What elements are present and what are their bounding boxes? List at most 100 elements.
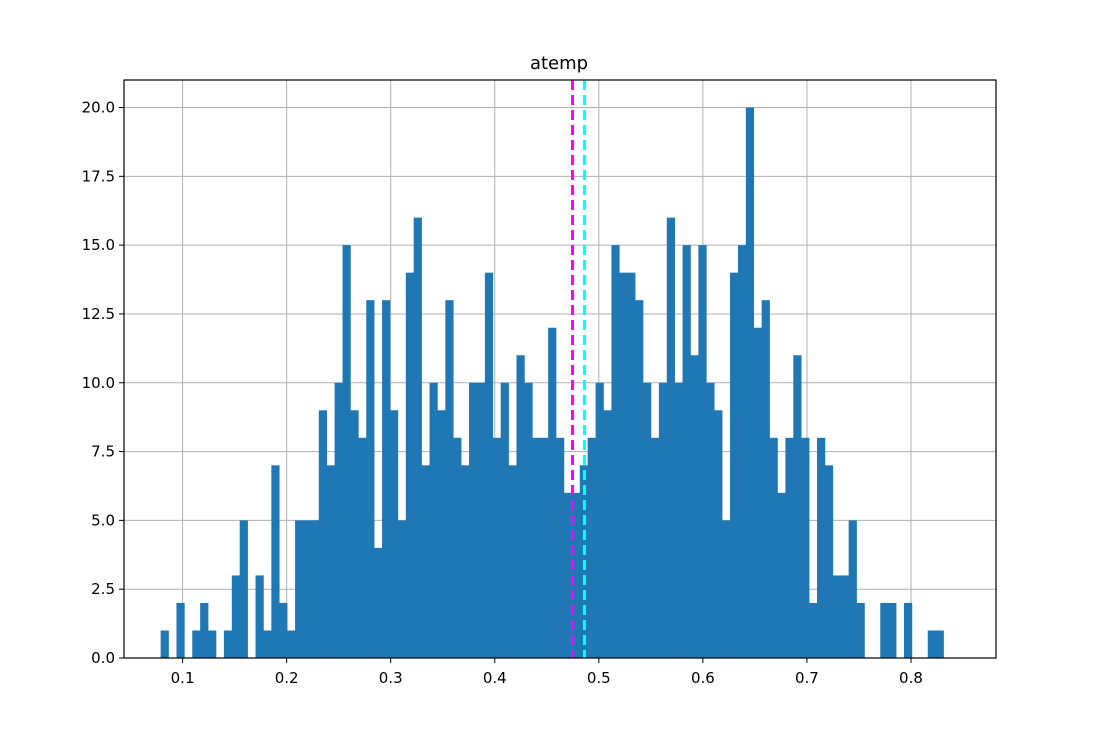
histogram-bar (405, 272, 414, 658)
histogram-bar (208, 630, 217, 658)
histogram-bar (492, 437, 501, 658)
histogram-bar (469, 382, 478, 658)
histogram-bar (334, 382, 343, 658)
histogram-bar (476, 382, 486, 658)
histogram-bar (532, 437, 541, 658)
histogram-bar (698, 245, 707, 658)
histogram-bar (295, 520, 304, 658)
histogram-bar (880, 602, 889, 658)
y-tick-label: 17.5 (82, 167, 115, 185)
histogram-bar (856, 602, 865, 658)
y-tick-label: 10.0 (82, 374, 115, 392)
histogram-bar (666, 217, 675, 658)
histogram-bar (737, 245, 747, 658)
histogram-bar (935, 630, 944, 658)
histogram-bar (524, 382, 533, 658)
histogram-bar (192, 630, 201, 658)
histogram-bar (279, 602, 288, 658)
x-tick-label: 0.4 (483, 669, 507, 687)
histogram-bar (358, 437, 367, 658)
x-tick-label: 0.7 (795, 669, 819, 687)
histogram-bar (643, 382, 652, 658)
histogram-bar (445, 300, 454, 658)
y-tick-label: 7.5 (91, 443, 115, 461)
histogram-bar (287, 630, 296, 658)
histogram-bar (176, 602, 185, 658)
histogram-bar (263, 630, 272, 658)
histogram-bar (318, 410, 328, 658)
histogram-bar (413, 217, 422, 658)
y-tick-label: 5.0 (91, 511, 115, 529)
histogram-bar (302, 520, 312, 658)
histogram-bar (540, 437, 549, 658)
chart-title: atemp (530, 53, 588, 74)
histogram-bar (674, 382, 683, 658)
histogram-bar (824, 465, 834, 658)
histogram-bar (904, 602, 913, 658)
histogram-bar (603, 410, 612, 658)
histogram-bar (571, 492, 581, 658)
histogram-bar (801, 437, 810, 658)
y-tick-label: 12.5 (82, 305, 115, 323)
histogram-bar (745, 107, 755, 659)
histogram-bar (160, 630, 169, 658)
x-tick-label: 0.1 (171, 669, 195, 687)
histogram-bar (223, 630, 233, 658)
histogram-bar (200, 602, 209, 658)
histogram-bar (350, 410, 359, 658)
histogram-bar (461, 465, 470, 658)
plot-frame (123, 79, 997, 659)
histogram-bar (761, 300, 770, 658)
x-tick-label: 0.6 (691, 669, 715, 687)
histogram-bar (421, 465, 430, 658)
histogram-bar (366, 300, 375, 658)
histogram-bar (650, 437, 660, 658)
histogram-bar (508, 465, 517, 658)
histogram-bar (690, 355, 699, 658)
histogram-bar (484, 272, 494, 658)
histogram-bar (587, 437, 596, 658)
histogram-bar (832, 575, 842, 658)
histogram-bar (397, 520, 407, 658)
histogram-bar (271, 465, 280, 658)
histogram-bar (793, 355, 802, 658)
histogram-bar (563, 492, 573, 658)
histogram-bar (500, 382, 509, 658)
histogram-bar (429, 382, 438, 658)
histogram-bar (595, 382, 604, 658)
histogram-bar (722, 520, 731, 658)
x-axis: 0.1 0.2 0.3 0.4 0.5 0.6 0.7 0.8 (171, 658, 923, 687)
histogram-bar (769, 437, 778, 658)
histogram-bar (556, 437, 565, 658)
histogram-bar (231, 575, 241, 658)
histogram-bar (389, 410, 399, 658)
x-tick-label: 0.8 (899, 669, 923, 687)
x-tick-label: 0.3 (379, 669, 403, 687)
histogram-bar (706, 382, 715, 658)
histogram-bar (619, 272, 628, 658)
histogram-bar (453, 437, 462, 658)
histogram-bar (682, 245, 691, 658)
y-axis: 0.0 2.5 5.0 7.5 10.0 12.5 15.0 17.5 20.0 (82, 99, 124, 667)
histogram-bar (888, 602, 897, 658)
histogram-bar (753, 327, 762, 658)
histogram-bar (342, 245, 351, 658)
histogram-bar (611, 245, 620, 658)
x-tick-label: 0.5 (587, 669, 611, 687)
histogram-bar (326, 465, 335, 658)
histogram-bar (848, 520, 857, 658)
histogram-bar (714, 410, 723, 658)
y-tick-label: 0.0 (91, 649, 115, 667)
histogram-bar (310, 520, 320, 658)
histogram-bar (374, 547, 383, 658)
histogram-bar (840, 575, 849, 658)
histogram-bar (437, 410, 446, 658)
histogram-bar (635, 300, 644, 658)
histogram-bar (255, 575, 264, 658)
y-tick-label: 15.0 (82, 236, 115, 254)
histogram-bar (627, 272, 636, 658)
histogram-bar (817, 437, 826, 658)
y-tick-label: 2.5 (91, 580, 115, 598)
y-tick-label: 20.0 (82, 99, 115, 117)
